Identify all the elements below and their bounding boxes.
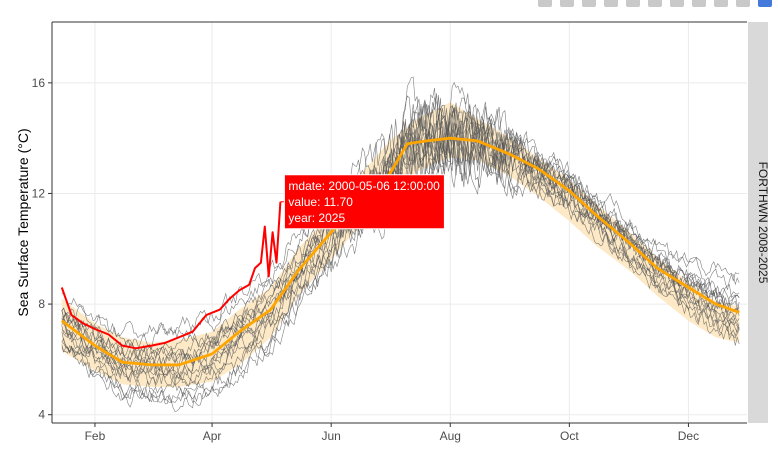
facet-strip: FORTHWN 2008-2025 (748, 22, 770, 423)
tooltip-year: year: 2025 (288, 211, 345, 225)
y-tick-label: 12 (32, 186, 46, 200)
pan-icon[interactable] (582, 0, 596, 7)
history-line (61, 98, 740, 372)
hover-compare-icon[interactable] (736, 0, 750, 7)
reset-axes-icon[interactable] (670, 0, 684, 7)
x-tick-label: Oct (560, 429, 579, 443)
tooltip-value: value: 11.70 (288, 195, 353, 209)
x-tick-label: Apr (203, 429, 222, 443)
tooltip-background (283, 174, 445, 230)
x-tick-label: Feb (85, 429, 106, 443)
hover-closest-icon[interactable] (714, 0, 728, 7)
camera-icon[interactable] (538, 0, 552, 7)
history-line (61, 76, 740, 339)
y-axis-title: Sea Surface Temperature (°C) (15, 128, 31, 316)
spike-lines-icon[interactable] (692, 0, 706, 7)
facet-label: FORTHWN 2008-2025 (756, 162, 770, 284)
x-tick-label: Aug (440, 429, 461, 443)
series-lines (60, 136, 740, 367)
y-tick-label: 16 (32, 76, 46, 90)
y-tick-label: 4 (38, 408, 45, 422)
hover-tooltip: mdate: 2000-05-06 12:00:00 value: 11.70 … (280, 174, 445, 230)
x-tick-label: Dec (678, 429, 699, 443)
tick-labels: Feb Apr Jun Aug Oct Dec 4 8 12 16 (32, 76, 699, 443)
current-year-line (60, 201, 282, 350)
y-tick-label: 8 (38, 297, 45, 311)
history-line (61, 109, 740, 400)
history-line (61, 102, 740, 403)
tooltip-mdate: mdate: 2000-05-06 12:00:00 (288, 179, 440, 193)
autoscale-icon[interactable] (648, 0, 662, 7)
zoom-icon[interactable] (560, 0, 574, 7)
plot-toolbar (538, 0, 772, 8)
zoom-in-icon[interactable] (604, 0, 618, 7)
zoom-out-icon[interactable] (626, 0, 640, 7)
facet-strip-background (748, 22, 768, 423)
axes (51, 21, 747, 424)
x-tick-label: Jun (321, 429, 340, 443)
plotly-logo-icon[interactable] (758, 0, 772, 7)
mean-line (60, 136, 740, 367)
